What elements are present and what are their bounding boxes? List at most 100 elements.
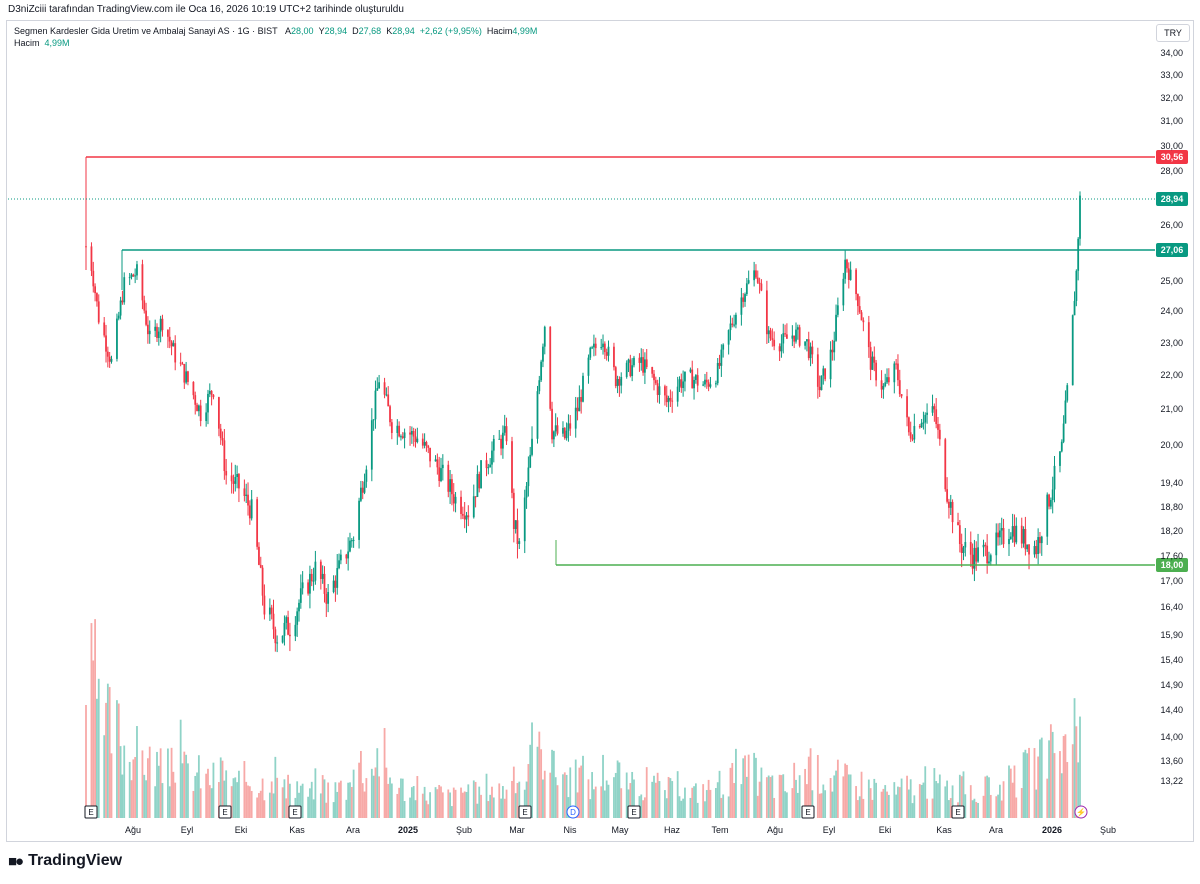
candle-body xyxy=(97,301,100,323)
earnings-marker xyxy=(288,805,302,819)
candle-body xyxy=(807,339,810,359)
volume-bar xyxy=(714,788,717,818)
candle-body xyxy=(551,408,553,440)
candle-body xyxy=(731,323,734,325)
candle-body xyxy=(132,274,135,277)
candle-body xyxy=(920,422,923,428)
candle-body xyxy=(898,380,901,395)
volume-bar xyxy=(212,762,215,818)
change-value: +2,62 (+9,95%) xyxy=(419,26,482,36)
currency-button[interactable]: TRY xyxy=(1156,24,1190,42)
candle-body xyxy=(627,359,630,363)
candle-body xyxy=(1064,400,1067,424)
volume-bar xyxy=(669,778,672,818)
volume-bar xyxy=(1011,782,1014,818)
volume-bar xyxy=(835,770,837,818)
candle-body xyxy=(1022,529,1025,544)
candle-body xyxy=(194,395,197,405)
candle-body xyxy=(785,334,788,339)
volume-bar xyxy=(398,787,401,818)
candle-body xyxy=(336,568,339,588)
candle-body xyxy=(501,432,504,449)
volume-bar xyxy=(1035,789,1038,818)
volume-bar xyxy=(671,781,674,818)
candle-body xyxy=(390,422,393,433)
price-tick-label: 18,80 xyxy=(1160,502,1183,512)
volume-bar xyxy=(501,786,504,818)
volume-bar xyxy=(476,803,479,818)
volume-legend: Hacim 4,99M xyxy=(14,38,70,48)
candle-body xyxy=(600,347,603,349)
volume-bar xyxy=(1013,765,1016,818)
price-tick-label: 17,00 xyxy=(1160,576,1183,586)
candle-body xyxy=(804,341,807,346)
volume-bar xyxy=(820,793,823,818)
candle-body xyxy=(181,363,184,365)
candle-body xyxy=(665,395,668,403)
volume-bar xyxy=(664,790,666,818)
candle-body xyxy=(844,259,847,279)
volume-bar xyxy=(818,793,821,818)
candle-body xyxy=(476,474,479,497)
candle-body xyxy=(449,479,452,492)
volume-bar xyxy=(958,774,961,818)
candle-body xyxy=(310,573,313,582)
volume-bar xyxy=(1053,753,1056,818)
volume-bar xyxy=(893,782,896,818)
candle-body xyxy=(196,404,198,412)
volume-bar xyxy=(938,774,941,818)
candle-body xyxy=(765,290,768,335)
volume-bar xyxy=(116,700,118,818)
candle-body xyxy=(756,277,759,283)
volume-bar xyxy=(600,786,603,818)
volume-bar xyxy=(875,782,878,818)
flash-icon xyxy=(1074,805,1088,819)
volume-bar xyxy=(1037,756,1040,818)
volume-bar xyxy=(1000,800,1003,818)
volume-bar xyxy=(542,779,544,818)
candle-body xyxy=(170,341,173,347)
candle-body xyxy=(130,274,133,278)
volume-bar xyxy=(707,779,710,818)
volume-bar xyxy=(998,784,1001,818)
volume-bar xyxy=(500,798,502,818)
time-tick-label: Ara xyxy=(989,825,1003,835)
volume-bar xyxy=(785,792,788,818)
volume-bar xyxy=(161,783,164,818)
volume-bar xyxy=(358,762,360,818)
tradingview-logo[interactable]: ■● TradingView xyxy=(8,852,122,870)
volume-bar xyxy=(1040,737,1043,818)
candle-body xyxy=(234,476,237,484)
candle-body xyxy=(90,246,93,271)
volume-bar xyxy=(620,788,623,818)
candle-body xyxy=(161,318,164,331)
candle-body xyxy=(1049,499,1052,507)
volume-bar xyxy=(167,748,169,818)
candle-body xyxy=(960,544,963,553)
candle-body xyxy=(221,438,224,441)
candle-body xyxy=(913,425,916,440)
candle-body xyxy=(119,300,122,316)
volume-bar xyxy=(409,797,411,818)
candle-body xyxy=(128,277,131,279)
candle-body xyxy=(472,496,475,518)
candle-body xyxy=(210,390,213,395)
volume-bar xyxy=(1046,778,1049,818)
candle-body xyxy=(986,545,989,564)
candle-body xyxy=(975,547,978,562)
volume-bar xyxy=(263,800,266,818)
volume-bar xyxy=(773,797,776,818)
candle-body xyxy=(714,383,717,385)
candle-body xyxy=(603,343,606,353)
candle-body xyxy=(875,362,878,381)
volume-bar xyxy=(416,776,419,818)
volume-bar xyxy=(709,789,712,818)
candle-body xyxy=(410,430,413,435)
volume-bar xyxy=(627,789,630,818)
candle-body xyxy=(461,513,464,516)
high-value: 28,94 xyxy=(324,26,348,36)
volume-bar xyxy=(884,785,887,818)
volume-bar xyxy=(816,755,819,818)
price-tick-label: 22,00 xyxy=(1160,370,1183,380)
